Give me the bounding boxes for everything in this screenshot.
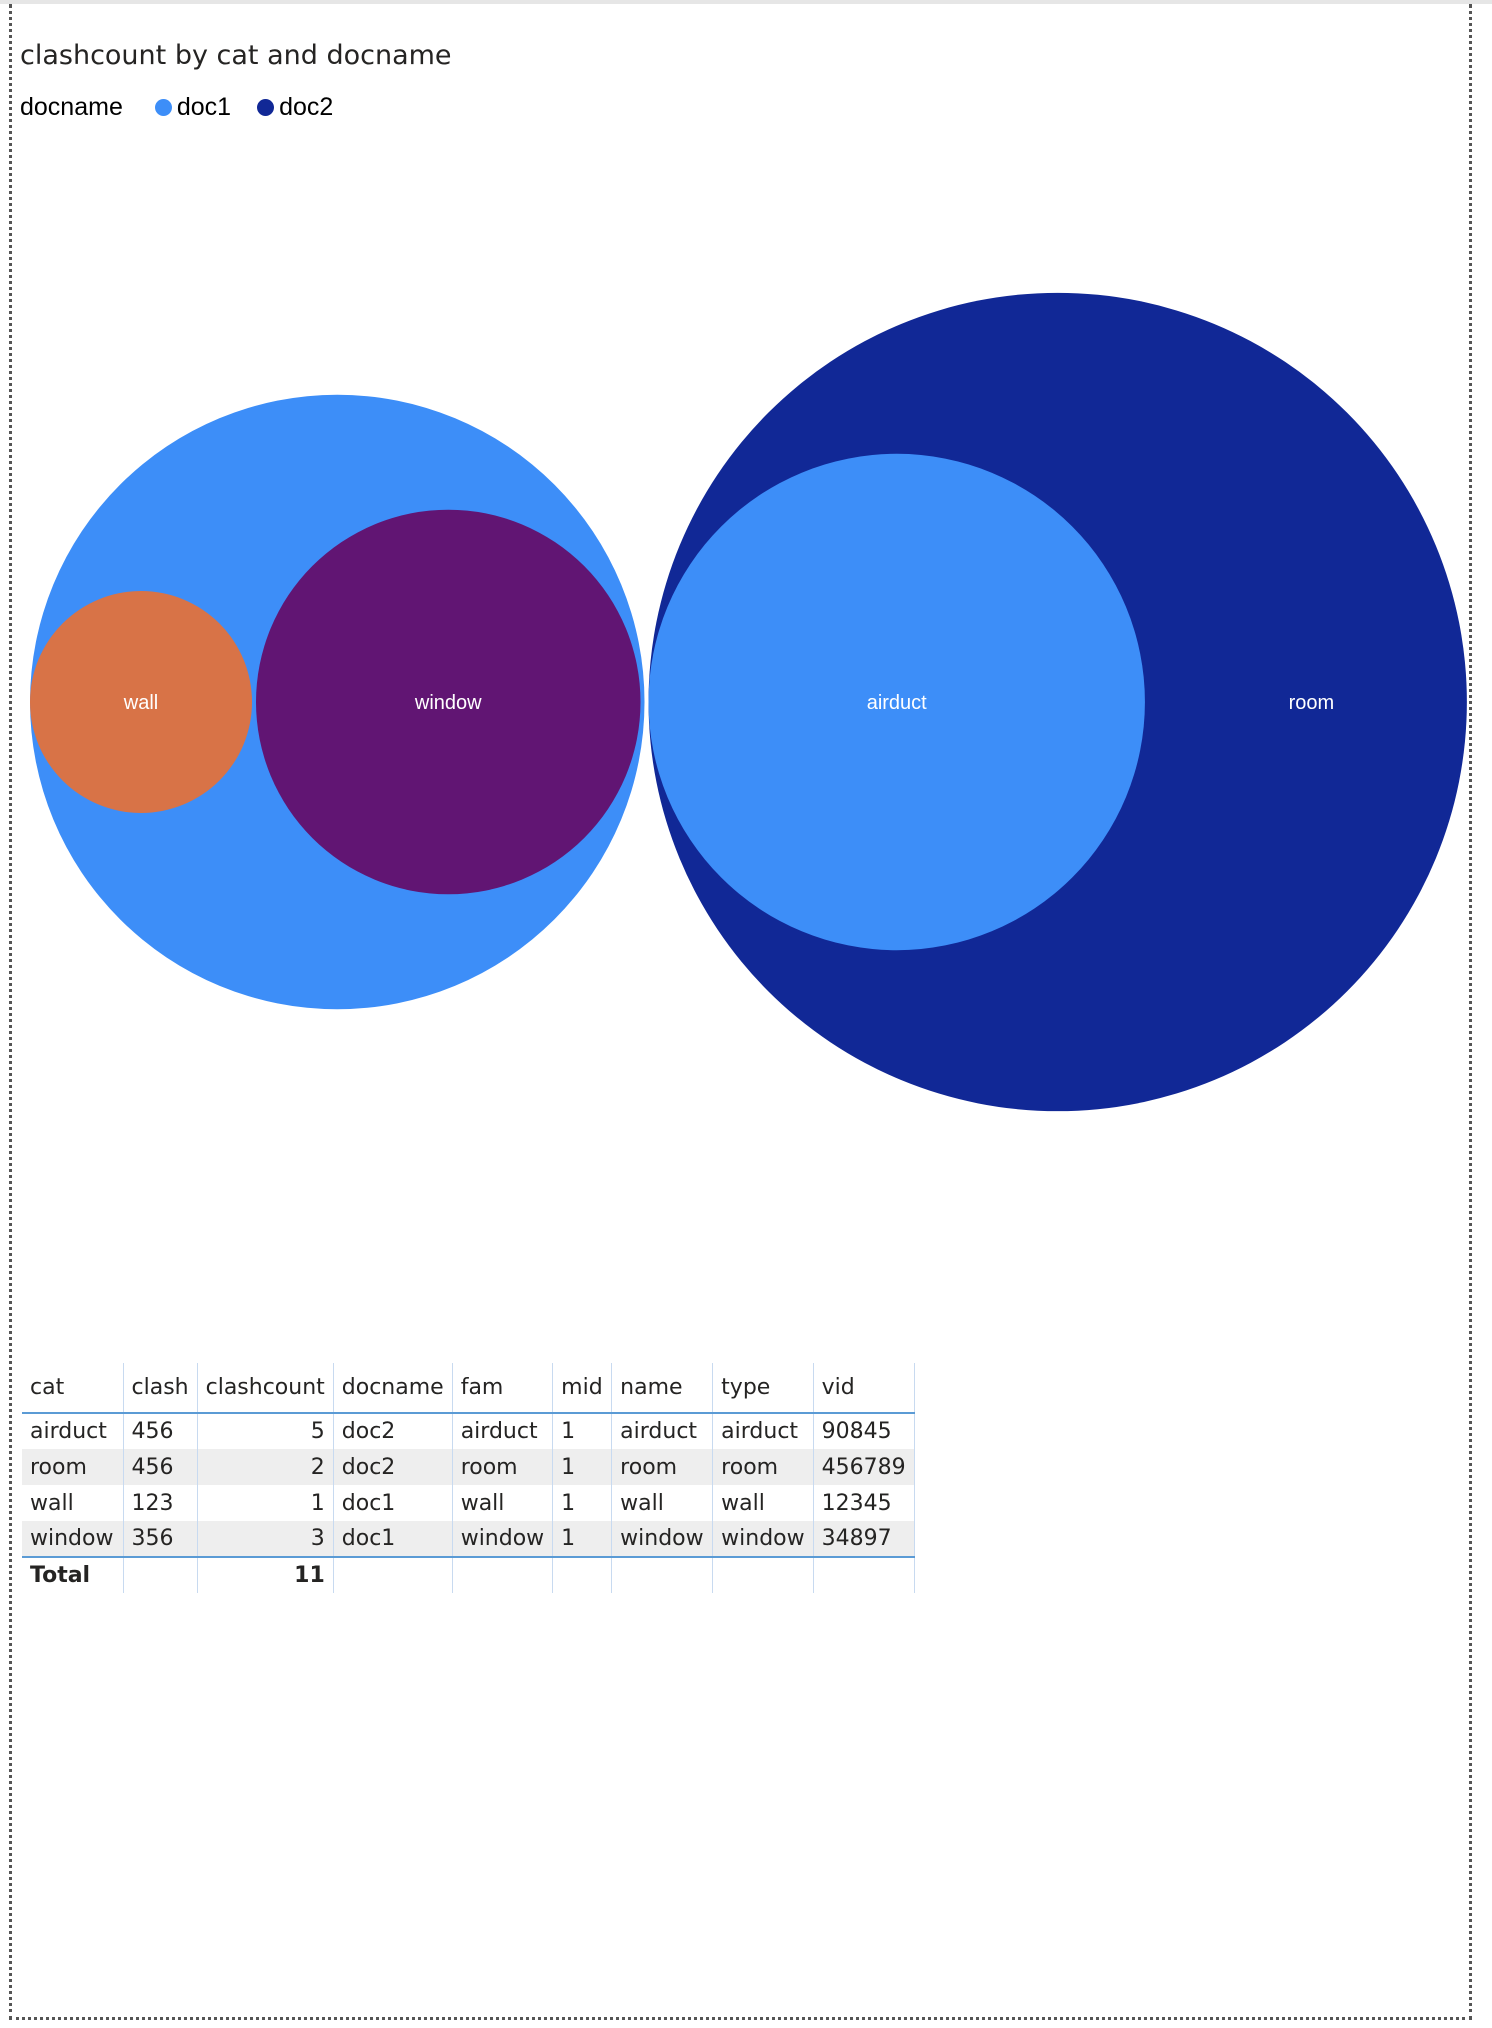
legend-label-doc1: doc1 [176, 92, 232, 121]
bubble-label-airduct: airduct [867, 692, 927, 714]
table-row[interactable]: airduct 456 5 doc2 airduct 1 airduct air… [22, 1413, 915, 1449]
legend-label-doc2: doc2 [279, 92, 334, 121]
table-total-row: Total 11 [22, 1556, 915, 1593]
legend-item-doc2[interactable]: doc2 [257, 93, 333, 122]
bubble-label-room: room [1289, 692, 1335, 714]
visual-container-frame [9, 4, 1472, 2020]
cell-clash: 456 [123, 1413, 198, 1449]
cell-clash: 123 [123, 1485, 198, 1521]
cell-cat: wall [22, 1485, 124, 1521]
cell-clashcount: 3 [197, 1521, 334, 1557]
legend-dot-doc2 [257, 98, 275, 116]
cell-type: airduct [712, 1413, 814, 1449]
cell-clash: 456 [123, 1449, 198, 1485]
cell-mid: 1 [552, 1521, 613, 1557]
total-cell-clash [123, 1556, 198, 1593]
table-row[interactable]: room 456 2 doc2 room 1 room room 456789 [22, 1449, 915, 1485]
cell-type: window [712, 1521, 814, 1557]
cell-fam: room [452, 1449, 554, 1485]
top-border [0, 0, 1492, 4]
cell-docname: doc1 [333, 1485, 453, 1521]
column-header-vid[interactable]: vid [813, 1363, 915, 1414]
chart-legend: docname doc1 doc2 [20, 92, 359, 122]
column-header-name[interactable]: name [611, 1363, 714, 1414]
bubble-airduct[interactable] [648, 453, 1145, 951]
legend-item-doc1[interactable]: doc1 [154, 92, 232, 122]
cell-fam: wall [452, 1485, 554, 1521]
total-cell-type [712, 1556, 814, 1593]
column-header-clashcount[interactable]: clashcount [197, 1363, 334, 1414]
cell-vid: 34897 [813, 1521, 915, 1557]
total-cell-name [611, 1556, 714, 1593]
cell-name: airduct [611, 1413, 714, 1449]
cell-type: wall [712, 1485, 814, 1521]
bubble-label-window: window [414, 692, 482, 714]
data-table: cat clash clashcount docname fam mid nam… [22, 1363, 915, 1593]
cell-name: window [611, 1521, 714, 1557]
total-cell-fam [452, 1556, 554, 1593]
cell-type: room [712, 1449, 814, 1485]
cell-vid: 456789 [813, 1449, 915, 1485]
bubble-chart: wall window airduct room [30, 292, 1467, 1112]
cell-clashcount: 2 [197, 1449, 334, 1485]
column-header-clash[interactable]: clash [123, 1363, 198, 1414]
total-cell-docname [333, 1556, 453, 1593]
cell-mid: 1 [552, 1485, 613, 1521]
legend-dot-doc1 [154, 98, 172, 116]
bubble-label-wall: wall [123, 692, 158, 714]
cell-vid: 12345 [813, 1485, 915, 1521]
column-header-docname[interactable]: docname [333, 1363, 453, 1414]
table-row[interactable]: wall 123 1 doc1 wall 1 wall wall 12345 [22, 1485, 915, 1521]
cell-clash: 356 [123, 1521, 198, 1557]
cell-mid: 1 [552, 1449, 613, 1485]
cell-fam: window [452, 1521, 554, 1557]
cell-clashcount: 5 [197, 1413, 334, 1449]
cell-cat: room [22, 1449, 124, 1485]
cell-mid: 1 [552, 1413, 613, 1449]
cell-vid: 90845 [813, 1413, 915, 1449]
column-header-mid[interactable]: mid [552, 1363, 613, 1414]
total-cell-mid [552, 1556, 613, 1593]
total-clashcount: 11 [197, 1556, 334, 1593]
cell-clashcount: 1 [197, 1485, 334, 1521]
table-header-row: cat clash clashcount docname fam mid nam… [22, 1363, 915, 1414]
cell-docname: doc2 [333, 1449, 453, 1485]
cell-name: wall [611, 1485, 714, 1521]
cell-cat: window [22, 1521, 124, 1557]
cell-docname: doc2 [333, 1413, 453, 1449]
bubble-wall[interactable] [30, 591, 252, 813]
column-header-type[interactable]: type [712, 1363, 814, 1414]
cell-name: room [611, 1449, 714, 1485]
legend-title: docname [20, 92, 123, 121]
column-header-fam[interactable]: fam [452, 1363, 554, 1414]
column-header-cat[interactable]: cat [22, 1363, 124, 1414]
total-label: Total [22, 1556, 124, 1593]
total-cell-vid [813, 1556, 915, 1593]
cell-fam: airduct [452, 1413, 554, 1449]
cell-cat: airduct [22, 1413, 124, 1449]
bubble-window[interactable] [255, 509, 641, 895]
table-row[interactable]: window 356 3 doc1 window 1 window window… [22, 1521, 915, 1557]
chart-title: clashcount by cat and docname [20, 40, 452, 71]
cell-docname: doc1 [333, 1521, 453, 1557]
